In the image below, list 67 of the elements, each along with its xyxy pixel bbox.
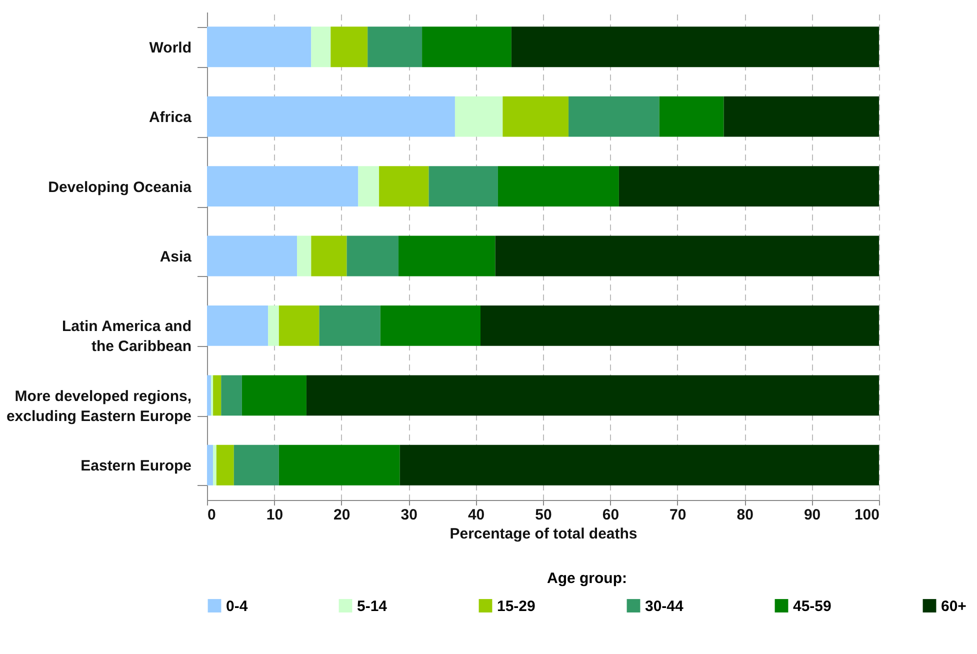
x-tick-label: 60 xyxy=(602,506,620,524)
bar xyxy=(724,96,879,137)
bar xyxy=(428,166,498,207)
bar xyxy=(398,236,496,276)
bar xyxy=(659,96,724,137)
bar xyxy=(495,236,879,276)
bar xyxy=(207,444,214,486)
legend-label: 5-14 xyxy=(357,598,388,615)
bar xyxy=(568,96,660,137)
x-tick-label: 10 xyxy=(266,506,284,524)
y-tick-label: More developed regions, excluding Eastern Europe xyxy=(6,388,192,425)
bar xyxy=(278,444,400,486)
x-tick-label: 40 xyxy=(468,506,485,524)
bar xyxy=(422,26,512,68)
bar xyxy=(207,166,358,207)
bar xyxy=(278,305,320,346)
y-tick-label: Developing Oceania xyxy=(48,178,192,196)
bar xyxy=(268,305,279,346)
y-tick-label: World xyxy=(149,39,192,56)
bar xyxy=(379,166,429,207)
bar xyxy=(511,26,879,68)
legend-label: 30-44 xyxy=(645,598,684,615)
bar xyxy=(311,236,347,276)
bar xyxy=(330,26,368,68)
bar xyxy=(207,305,268,346)
y-tick-label: Asia xyxy=(160,248,192,266)
y-tick-label: Africa xyxy=(148,109,192,126)
x-tick-label: 0 xyxy=(208,506,216,524)
legend-label: 60+ xyxy=(941,598,967,615)
legend-label: 45-59 xyxy=(793,598,832,615)
x-tick-label: 90 xyxy=(804,506,821,524)
x-tick-label: 70 xyxy=(670,506,686,524)
legend-title: Age group: xyxy=(547,570,627,587)
bar xyxy=(207,26,312,68)
bar xyxy=(221,375,242,416)
bar xyxy=(242,375,306,416)
bar xyxy=(498,166,619,207)
legend-label: 0-4 xyxy=(226,598,248,615)
x-tick-label: 30 xyxy=(400,506,418,524)
x-tick-label: 50 xyxy=(535,506,552,524)
bar xyxy=(368,26,422,68)
bar xyxy=(380,305,481,346)
bar xyxy=(358,166,380,207)
bar xyxy=(234,444,279,486)
legend-label: 15-29 xyxy=(497,598,536,615)
bar xyxy=(213,375,222,416)
y-tick-label: Latin America and the Caribbean xyxy=(62,318,192,356)
bar xyxy=(618,166,879,207)
bar xyxy=(502,96,569,137)
x-tick-label: 20 xyxy=(334,506,350,524)
bar xyxy=(480,305,879,346)
bar xyxy=(306,375,879,416)
bar xyxy=(207,96,455,137)
bar xyxy=(297,236,312,276)
x-tick-label: 80 xyxy=(736,506,754,524)
bar xyxy=(213,444,216,486)
bar xyxy=(400,444,879,486)
bar xyxy=(346,236,399,276)
bar xyxy=(216,444,234,486)
y-tick-label: Eastern Europe xyxy=(80,458,192,475)
x-axis-title: Percentage of total deaths xyxy=(450,526,638,542)
bar xyxy=(311,26,331,68)
bar xyxy=(319,305,380,346)
bar xyxy=(454,96,503,137)
x-tick-label: 100 xyxy=(854,506,880,524)
bar xyxy=(207,375,212,416)
bar xyxy=(207,236,298,276)
